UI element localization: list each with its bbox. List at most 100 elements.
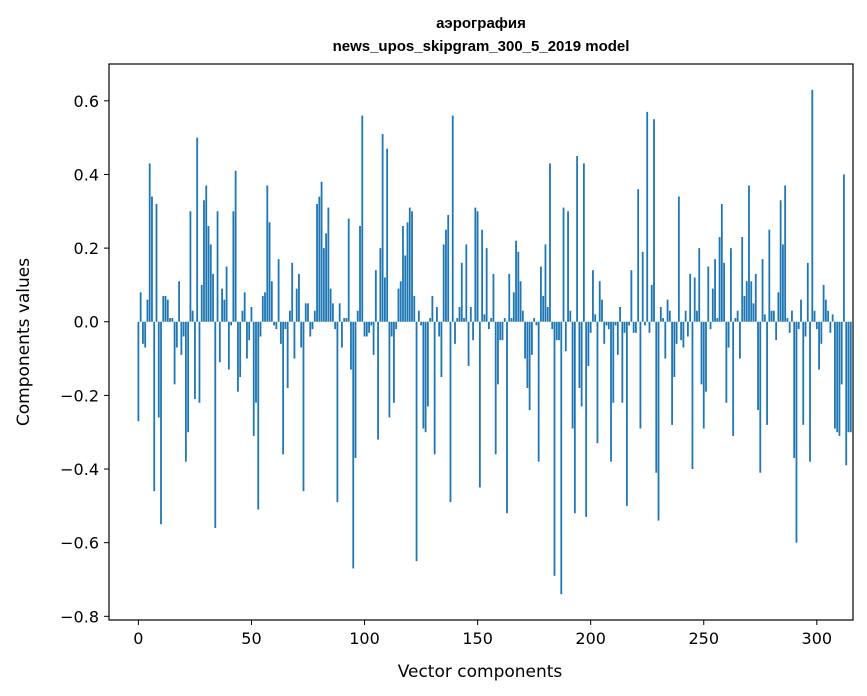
bar: [720, 203, 723, 322]
bar: [485, 248, 488, 322]
bar: [284, 321, 287, 330]
bar: [286, 321, 289, 389]
bar: [408, 207, 411, 322]
bar: [779, 200, 782, 322]
bar: [488, 321, 490, 330]
bar: [465, 244, 468, 322]
bar: [298, 273, 300, 322]
bar: [469, 307, 472, 322]
bar: [178, 281, 181, 322]
bar: [596, 321, 599, 444]
bar: [843, 174, 845, 322]
bar: [503, 318, 506, 322]
y-tick-label: 0.6: [74, 92, 99, 111]
bar: [795, 321, 798, 543]
bar: [621, 321, 624, 403]
bar: [343, 318, 346, 322]
bar: [578, 321, 581, 389]
bar: [338, 303, 341, 322]
bar: [374, 270, 377, 322]
bar: [194, 321, 196, 400]
bar: [155, 203, 158, 322]
bar: [368, 321, 370, 333]
bar: [786, 318, 789, 322]
bar: [759, 321, 762, 473]
bar: [304, 303, 307, 322]
bar: [221, 288, 223, 322]
bar: [619, 307, 621, 322]
bar: [553, 321, 556, 576]
bar: [689, 273, 692, 322]
bar: [693, 277, 696, 322]
bar: [417, 310, 420, 322]
bar: [800, 299, 802, 322]
bar: [537, 321, 540, 462]
bar: [664, 321, 667, 359]
bar: [212, 273, 214, 322]
bar: [784, 185, 787, 322]
bar: [506, 321, 508, 514]
bar: [555, 321, 558, 341]
bar: [501, 321, 504, 341]
x-tick-label: 100: [349, 629, 380, 648]
bar: [714, 259, 716, 322]
bar: [490, 318, 493, 322]
bars-group: [137, 89, 852, 595]
bar: [680, 321, 683, 341]
bar: [451, 115, 454, 322]
bar: [614, 321, 617, 326]
bar: [223, 299, 226, 322]
bar: [361, 115, 364, 322]
bar: [718, 237, 721, 322]
bar: [431, 295, 434, 322]
bar: [806, 262, 809, 322]
bar: [533, 318, 536, 322]
bar: [702, 321, 705, 429]
bar: [422, 321, 425, 429]
bar: [139, 292, 142, 322]
bar: [356, 310, 359, 322]
bar: [413, 295, 416, 322]
bar: [347, 218, 350, 322]
bar: [320, 181, 323, 322]
bar: [594, 314, 597, 322]
bar: [381, 133, 384, 322]
bar: [675, 321, 678, 344]
bar: [157, 321, 160, 418]
bar: [648, 321, 651, 333]
bar: [723, 262, 726, 322]
bar: [151, 196, 153, 322]
bar: [562, 207, 565, 322]
bar: [273, 321, 275, 326]
bar: [257, 321, 260, 510]
bar: [628, 321, 631, 326]
y-axis: −0.8 −0.6 −0.4 −0.2 0.0 0.2 0.4 0.6: [60, 92, 109, 626]
bar: [637, 189, 640, 322]
y-tick-label: −0.4: [60, 460, 99, 479]
bar: [517, 251, 520, 322]
x-axis: 0 50 100 150 200 250 300: [133, 620, 832, 648]
bar: [365, 321, 368, 337]
bar: [829, 321, 832, 333]
bar: [736, 310, 739, 322]
bar: [582, 163, 585, 322]
bar: [166, 299, 169, 322]
plot-frame: [108, 63, 854, 621]
bar: [524, 321, 526, 359]
bar: [331, 303, 334, 322]
bar: [234, 170, 237, 322]
bar: [171, 318, 174, 322]
bar: [458, 307, 461, 322]
bar: [302, 321, 305, 492]
bar: [207, 226, 210, 322]
x-tick-label: 300: [802, 629, 833, 648]
bar: [551, 321, 554, 330]
bar: [329, 288, 332, 322]
bar: [827, 310, 830, 322]
bar: [684, 310, 687, 322]
bar: [438, 321, 441, 337]
bar: [673, 321, 676, 377]
bar: [184, 321, 187, 462]
bar: [515, 240, 517, 322]
bar: [698, 248, 701, 322]
